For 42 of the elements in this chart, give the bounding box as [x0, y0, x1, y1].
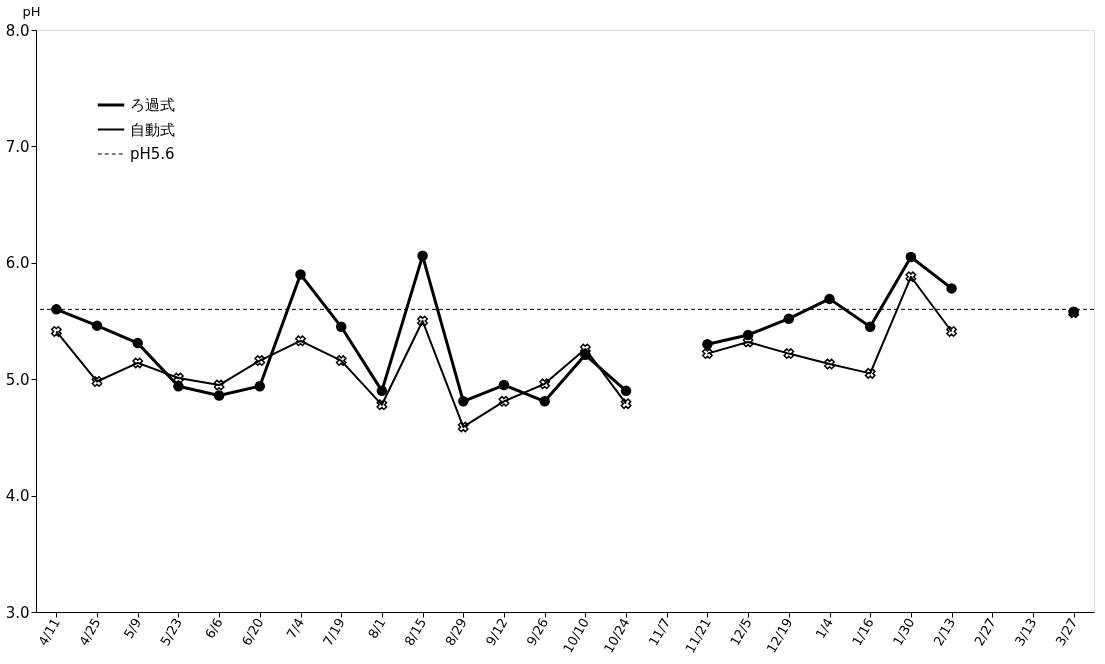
point: [539, 396, 550, 407]
x-tick-label: 1/4: [812, 615, 837, 642]
point: [457, 421, 469, 433]
point: [620, 398, 632, 410]
point: [91, 376, 103, 387]
x-tick-label: 6/6: [202, 615, 226, 642]
point: [417, 315, 429, 327]
point: [295, 335, 306, 347]
point: [376, 385, 388, 397]
point: [50, 326, 62, 337]
point: [458, 396, 469, 407]
legend-label: 自動式: [130, 120, 175, 139]
x-tick-label: 7/4: [283, 615, 308, 642]
y-axis-title: pH: [22, 3, 41, 19]
point: [254, 355, 266, 367]
point: [498, 379, 510, 391]
y-tick-label: 5.0: [5, 370, 30, 389]
point: [335, 321, 347, 333]
y-tick-label: 8.0: [5, 21, 30, 40]
point: [213, 379, 225, 391]
point: [376, 399, 388, 411]
point: [132, 337, 143, 349]
point: [91, 320, 103, 331]
point: [417, 250, 428, 262]
point: [539, 378, 551, 390]
point: [254, 380, 266, 392]
point: [213, 390, 225, 401]
point: [295, 269, 306, 280]
x-tick-label: 5/9: [120, 615, 145, 642]
y-tick-label: 3.0: [5, 603, 30, 622]
legend-label: ろ過式: [130, 96, 175, 114]
x-tick-label: 8/1: [365, 615, 389, 642]
point: [51, 304, 62, 315]
y-tick-label: 4.0: [5, 487, 30, 506]
legend-label: pH5.6: [130, 145, 175, 163]
point: [132, 357, 144, 369]
y-tick-label: 7.0: [5, 137, 30, 156]
point: [620, 385, 632, 397]
point: [335, 355, 347, 367]
y-tick-label: 6.0: [5, 254, 30, 273]
point: [172, 372, 184, 384]
point: [498, 395, 510, 407]
